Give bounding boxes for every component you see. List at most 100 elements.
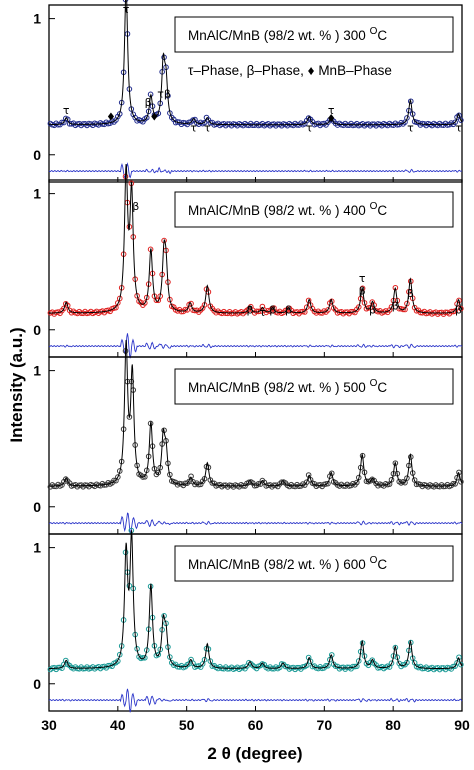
phase-annotation: τ [259,306,266,319]
legend-title-end: C [377,28,387,43]
panel-3: 0 1 MnAlC/MnB (98/2 wt. % ) 500 OC [33,339,464,535]
observed-point [388,476,395,483]
observed-point [113,304,119,311]
legend-frame [174,368,454,405]
observed-point [188,473,194,480]
phase-annotation: ♦ [326,112,336,125]
x-tick-label: 30 [41,717,57,733]
observed-point [142,300,148,306]
calculated-line [48,339,463,487]
phase-annotation: β [455,303,462,316]
phase-annotation: ♦ [106,111,116,124]
phase-annotation: β [392,299,399,312]
y-tick-label: 0 [33,676,41,692]
calculated-line [48,163,463,314]
legend-title: MnAlC/MnB (98/2 wt. % ) 600 OC [188,555,387,572]
observed-point [111,477,117,484]
phase-annotation: β [369,303,376,316]
legend-frame [174,16,454,53]
phase-annotation: τ [306,122,313,135]
x-tick-label: 90 [454,717,470,733]
phase-annotation: ♦ [149,111,159,124]
observed-point [458,661,464,668]
observed-point [354,663,360,670]
observed-point [155,110,162,117]
legend-frame [174,191,454,228]
observed-point [142,654,148,661]
observed-point [388,304,395,310]
observed-point [325,307,331,313]
observed-point [458,117,464,123]
y-tick-label: 1 [33,540,41,556]
observed-point [140,474,146,480]
x-tick-label: 50 [179,717,195,733]
observed-point [115,300,121,306]
x-tick-label: 60 [248,717,264,733]
legend-title: MnAlC/MnB (98/2 wt. % ) 400 OC [188,201,387,218]
legend-box: MnAlC/MnB (98/2 wt. % ) 300 OCτ–Phase, β… [174,16,454,78]
observed-point [303,479,310,485]
legend-title-end: C [377,380,387,395]
y-tick-label: 0 [33,322,41,338]
observed-point [201,656,208,663]
observed-point [392,644,399,651]
observed-point [367,304,374,311]
x-axis-label: 2 θ (degree) [207,744,302,763]
difference-line [48,162,463,179]
phase-annotation: β [359,284,366,297]
x-tick-label: 80 [385,717,401,733]
x-tick-label: 40 [110,717,126,733]
phase-annotation: β [164,88,171,101]
difference-line [48,512,463,534]
observed-point [115,474,121,480]
observed-point [328,470,335,477]
observed-point [452,119,458,126]
observed-point [116,295,123,302]
legend-title-main: MnAlC/MnB (98/2 wt. % ) 300 [188,28,370,43]
x-axis: 30 40 50 60 70 80 90 [41,717,470,733]
phase-annotation: β [145,96,152,109]
panels-group: 0 1 MnAlC/MnB (98/2 wt. % ) 300 OCτ–Phase,… [33,0,464,713]
observed-point [450,480,456,487]
y-tick-label: 0 [33,147,41,163]
phase-annotation: τ [63,104,70,117]
legend-frame [174,545,454,582]
observed-point [396,305,403,312]
observed-point [355,304,362,310]
observed-point [126,414,133,420]
phase-annotation: τ [123,3,130,16]
phase-annotation: β [285,303,292,316]
observed-point [115,658,121,664]
legend-title-sup: O [370,201,378,212]
y-axis-label: Intensity (a.u.) [7,327,26,442]
observed-point [325,662,331,669]
legend-box: MnAlC/MnB (98/2 wt. % ) 400 OC [174,191,454,228]
y-tick-label: 1 [33,363,41,379]
phase-annotation: τ [455,122,462,135]
phase-annotation: β [246,303,253,316]
legend-title-main: MnAlC/MnB (98/2 wt. % ) 400 [188,203,370,218]
phase-annotation: τ [359,272,366,285]
legend-title-end: C [377,203,387,218]
legend-title: MnAlC/MnB (98/2 wt. % ) 300 OC [188,26,387,43]
observed-point [454,474,460,481]
legend-box: MnAlC/MnB (98/2 wt. % ) 500 OC [174,368,454,405]
phase-annotation: τ [328,104,335,117]
observed-point [61,305,67,312]
observed-point [456,112,462,119]
y-tick-label: 1 [33,186,41,202]
difference-line [48,688,463,713]
legend-title-end: C [377,557,387,572]
phase-annotation: β [132,200,139,213]
panel-4: 0 1 MnAlC/MnB (98/2 wt. % ) 600 OC [33,527,464,713]
observed-point [392,460,399,466]
phase-annotation: β [269,303,276,316]
calculated-line [48,0,463,126]
observed-point [354,479,360,486]
phase-annotation: τ [157,88,164,101]
observed-point [184,307,191,313]
phase-annotation: τ [407,122,414,135]
x-tick-label: 70 [317,717,333,733]
observed-point [325,480,331,487]
